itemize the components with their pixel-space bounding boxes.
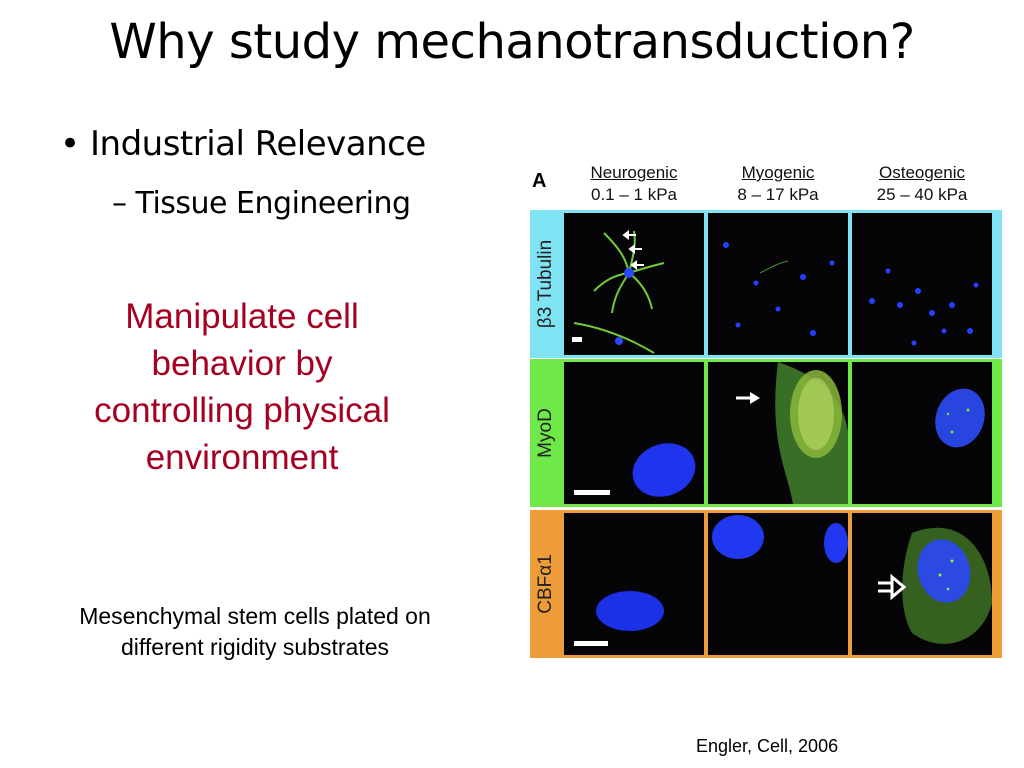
- callout-line: behavior by: [151, 344, 333, 383]
- caption-line: Mesenchymal stem cells plated on: [79, 603, 431, 629]
- column-range: 25 – 40 kPa: [876, 185, 968, 204]
- row-label: β3 Tubulin: [535, 239, 556, 329]
- column-name: Osteogenic: [879, 163, 965, 182]
- slide-title: Why study mechanotransduction?: [109, 14, 915, 70]
- callout-line: controlling physical: [94, 391, 390, 430]
- sub-bullet-text: Tissue Engineering: [135, 186, 412, 221]
- microscopy-figure: A Neurogenic 0.1 – 1 kPa Myogenic 8 – 17…: [530, 160, 1002, 662]
- caption-line: different rigidity substrates: [120, 634, 390, 660]
- micrograph-myogenic-tubulin: [708, 213, 848, 355]
- citation: Engler, Cell, 2006: [696, 736, 839, 756]
- micrograph-osteogenic-tubulin: [852, 213, 992, 355]
- row-band-cbfa1: CBFα1: [530, 510, 1002, 658]
- column-name: Neurogenic: [590, 163, 678, 182]
- bullet-text: Industrial Relevance: [90, 124, 426, 164]
- micrograph-osteogenic-cbfa1: [852, 513, 992, 655]
- callout-line: Manipulate cell: [125, 297, 359, 336]
- bullet-symbol: •: [60, 124, 80, 164]
- micrograph-myogenic-myod: [708, 362, 848, 504]
- figure-caption: Mesenchymal stem cells plated on differe…: [50, 601, 460, 663]
- column-name: Myogenic: [741, 163, 815, 182]
- row-label: MyoD: [535, 408, 556, 458]
- micrograph-neurogenic-myod: [564, 362, 704, 504]
- row-band-myod: MyoD: [530, 359, 1002, 507]
- bullet-industrial-relevance: • Industrial Relevance: [60, 124, 426, 164]
- micrograph-neurogenic-tubulin: [564, 213, 704, 355]
- column-header-myogenic: Myogenic 8 – 17 kPa: [708, 162, 848, 206]
- micrograph-myogenic-cbfa1: [708, 513, 848, 655]
- row-label: CBFα1: [535, 554, 556, 614]
- micrograph-osteogenic-myod: [852, 362, 992, 504]
- column-header-neurogenic: Neurogenic 0.1 – 1 kPa: [564, 162, 704, 206]
- panel-letter: A: [532, 170, 547, 192]
- sub-bullet-dash: –: [112, 186, 127, 221]
- column-header-osteogenic: Osteogenic 25 – 40 kPa: [852, 162, 992, 206]
- column-range: 8 – 17 kPa: [737, 185, 819, 204]
- callout-line: environment: [145, 438, 339, 477]
- sub-bullet-tissue-engineering: – Tissue Engineering: [112, 186, 411, 221]
- column-range: 0.1 – 1 kPa: [590, 185, 677, 204]
- callout-text: Manipulate cell behavior by controlling …: [60, 293, 424, 481]
- row-band-beta3-tubulin: β3 Tubulin: [530, 210, 1002, 358]
- micrograph-neurogenic-cbfa1: [564, 513, 704, 655]
